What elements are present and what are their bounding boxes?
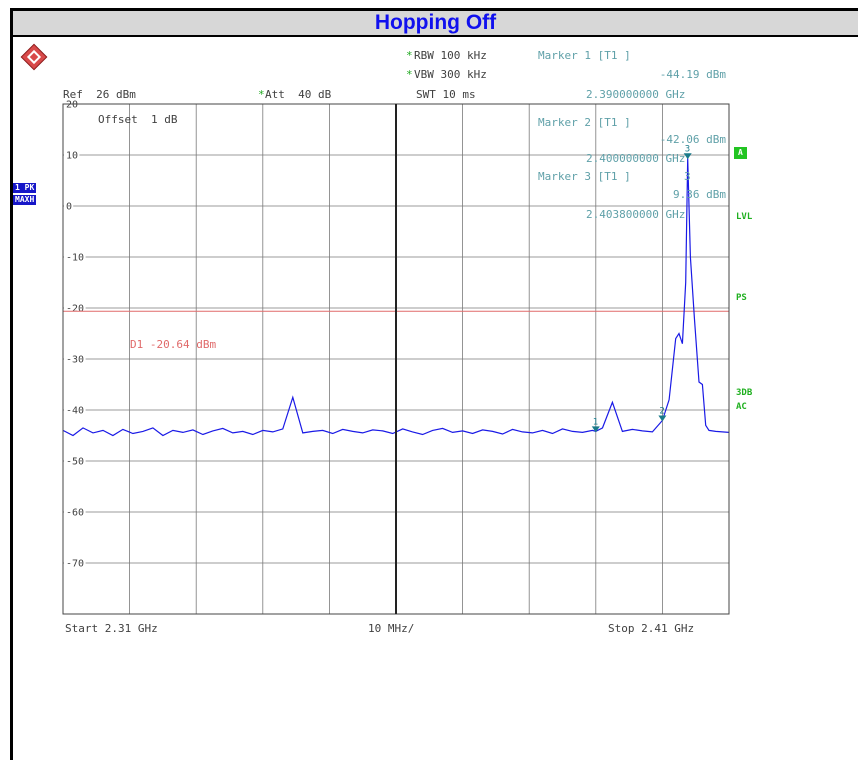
page-title: Hopping Off	[374, 11, 497, 34]
y-tick-label: -70	[66, 559, 84, 570]
y-tick-background	[64, 354, 86, 364]
marker-1-triangle	[591, 426, 600, 433]
3db-label: 3DB	[736, 388, 753, 398]
marker-3-title: Marker 3 [T1 ]	[538, 170, 631, 183]
offset-label: Offset 1 dB	[98, 113, 178, 126]
ref-level-label: Ref 26 dBm	[63, 88, 136, 101]
marker-2-triangle	[658, 415, 667, 422]
marker-3-id: 3	[684, 170, 691, 183]
rbw-label: RBW 100 kHz	[414, 49, 487, 62]
title-bar: Hopping Off	[13, 11, 858, 37]
y-tick-background	[64, 150, 80, 160]
marker-1-number: 1	[593, 417, 598, 427]
trace-mode-badge: 1 PK	[13, 183, 37, 193]
marker-3-level: 9.36 dBm	[673, 188, 726, 201]
spectrum-trace	[62, 158, 730, 437]
trace-a-badge: A	[734, 147, 747, 159]
y-tick-background	[64, 456, 86, 466]
att-star-icon: *	[258, 88, 265, 101]
ps-label: PS	[736, 293, 747, 303]
y-tick-label: 0	[66, 202, 72, 213]
rbw-star-icon: *	[406, 49, 413, 62]
y-tick-background	[64, 405, 86, 415]
rohde-schwarz-logo	[20, 43, 48, 71]
y-tick-background	[64, 558, 86, 568]
window-frame	[10, 8, 858, 760]
display-line-label: D1 -20.64 dBm	[130, 338, 217, 351]
y-tick-label: -60	[66, 508, 84, 519]
swt-label: SWT 10 ms	[416, 88, 476, 101]
y-tick-label: -20	[66, 304, 84, 315]
ac-label: AC	[736, 402, 747, 412]
marker-1-title: Marker 1 [T1 ]	[538, 49, 631, 62]
y-tick-background	[64, 507, 86, 517]
marker-1-level: -44.19 dBm	[659, 68, 726, 81]
y-tick-labels: 20 10 0 -10 -20 -30 -40 -50 -60 -70	[64, 99, 86, 570]
y-tick-label: -50	[66, 457, 84, 468]
marker-2-freq: 2.400000000 GHz	[586, 152, 686, 165]
y-tick-background	[64, 201, 74, 211]
y-tick-background	[64, 303, 86, 313]
start-frequency-label: Start 2.31 GHz	[65, 622, 158, 635]
trace-group	[62, 158, 730, 437]
y-tick-label: -40	[66, 406, 84, 417]
y-tick-background	[64, 252, 86, 262]
y-tick-label: -30	[66, 355, 84, 366]
trace-detector-badge: MAXH	[13, 195, 37, 205]
att-label: Att 40 dB	[265, 88, 332, 101]
vbw-label: VBW 300 kHz	[414, 68, 487, 81]
marker-2-title: Marker 2 [T1 ]	[538, 116, 631, 129]
marker-3-triangle	[683, 153, 692, 160]
marker-group: 1 2 3	[591, 144, 692, 433]
y-tick-label: 20	[66, 100, 78, 111]
stop-frequency-label: Stop 2.41 GHz	[608, 622, 695, 635]
vbw-star-icon: *	[406, 68, 413, 81]
marker-2-level: -42.06 dBm	[659, 133, 726, 146]
marker-1-freq: 2.390000000 GHz	[586, 88, 686, 101]
marker-3-number: 3	[685, 144, 690, 154]
y-tick-label: 10	[66, 151, 78, 162]
marker-3-freq: 2.403800000 GHz	[586, 208, 686, 221]
y-tick-label: -10	[66, 253, 84, 264]
span-per-division-label: 10 MHz/	[368, 622, 415, 635]
marker-2-number: 2	[659, 407, 664, 417]
lvl-label: LVL	[736, 212, 753, 222]
